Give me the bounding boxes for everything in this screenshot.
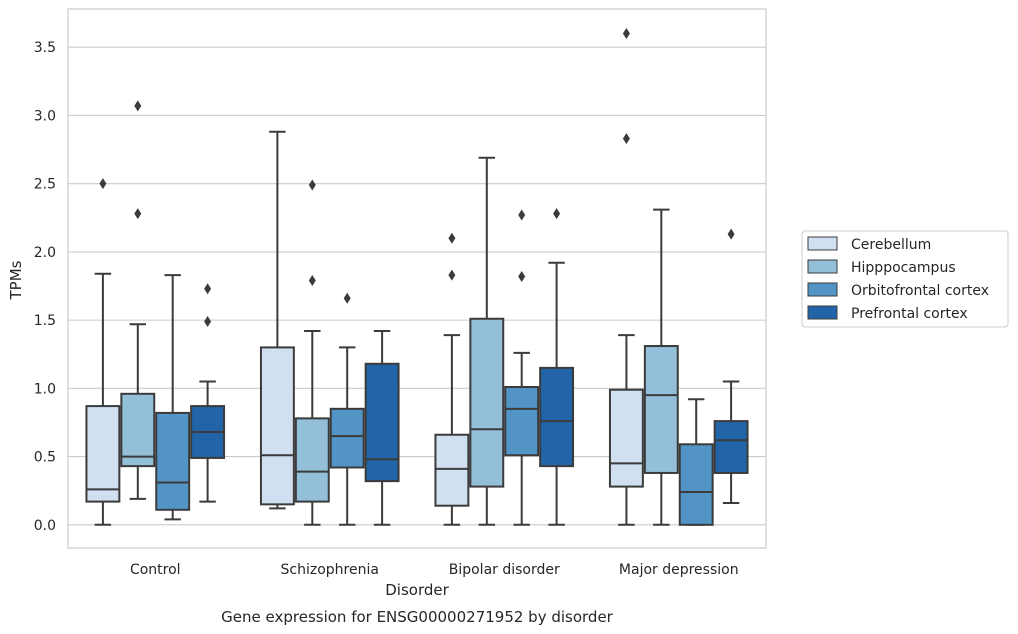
x-axis-ticks: Control Schizophrenia Bipolar disorder Majo… — [130, 562, 739, 578]
box-iqr — [504, 385, 540, 457]
outlier-point — [448, 232, 456, 244]
outlier-point — [308, 179, 316, 191]
legend: Cerebellum Hipppocampus Orbitofrontal cort… — [801, 230, 1009, 328]
outlier-point — [134, 208, 142, 220]
outlier-point — [622, 133, 630, 145]
y-axis-label: TPMs — [7, 260, 25, 300]
y-tick-label: 1.0 — [34, 381, 56, 397]
chart-caption: Gene expression for ENSG00000271952 by d… — [221, 608, 614, 626]
box-iqr — [608, 388, 644, 488]
box-iqr — [329, 407, 365, 469]
y-tick-label: 1.5 — [34, 313, 56, 329]
plot-frame — [67, 8, 767, 549]
box-iqr — [713, 420, 749, 474]
outlier-point — [308, 275, 316, 287]
outlier-point — [518, 209, 526, 221]
outlier-point — [727, 228, 735, 240]
outlier-point — [622, 28, 630, 40]
legend-label: Orbitofrontal cortex — [851, 283, 989, 299]
box-iqr — [120, 392, 156, 468]
box-iqr — [643, 345, 679, 474]
box-orbitofrontal-cortex — [678, 398, 714, 526]
x-tick-label: Major depression — [619, 562, 739, 578]
box-hipppocampus — [643, 208, 679, 526]
box-cerebellum — [85, 178, 121, 526]
box-prefrontal-cortex — [539, 208, 575, 526]
box-iqr — [678, 443, 714, 526]
outlier-point — [204, 283, 212, 295]
box-iqr — [364, 362, 400, 483]
box-iqr — [85, 405, 121, 503]
box-cerebellum — [434, 232, 470, 526]
y-tick-label: 2.0 — [34, 245, 56, 261]
box-orbitofrontal-cortex — [155, 274, 191, 521]
box-cerebellum — [608, 28, 644, 526]
box-iqr — [469, 317, 505, 488]
box-iqr — [539, 366, 575, 468]
box-hipppocampus — [120, 100, 156, 500]
box-prefrontal-cortex — [713, 228, 749, 504]
y-tick-label: 0.5 — [34, 450, 56, 466]
legend-swatch — [807, 282, 838, 297]
box-iqr — [434, 433, 470, 507]
x-axis-label: Disorder — [385, 581, 449, 599]
legend-label: Hipppocampus — [851, 260, 956, 276]
outlier-point — [448, 269, 456, 281]
legend-label: Cerebellum — [851, 237, 931, 253]
x-tick-label: Schizophrenia — [281, 562, 379, 578]
box-prefrontal-cortex — [364, 330, 400, 526]
box-groups — [85, 28, 749, 526]
y-axis-ticks: 0.0 0.5 1.0 1.5 2.0 2.5 3.0 3.5 — [34, 40, 56, 534]
legend-swatch — [807, 236, 838, 251]
box-iqr — [155, 411, 191, 511]
outlier-point — [553, 208, 561, 220]
outlier-point — [204, 315, 212, 327]
y-tick-label: 2.5 — [34, 177, 56, 193]
outlier-point — [134, 100, 142, 112]
box-orbitofrontal-cortex — [504, 209, 540, 526]
x-tick-label: Bipolar disorder — [449, 562, 560, 578]
box-orbitofrontal-cortex — [329, 292, 365, 526]
outlier-point — [518, 270, 526, 282]
y-tick-label: 0.0 — [34, 518, 56, 534]
box-cerebellum — [259, 130, 295, 510]
legend-frame — [801, 230, 1009, 328]
x-tick-label: Control — [130, 562, 181, 578]
legend-swatch — [807, 305, 838, 320]
legend-swatch — [807, 259, 838, 274]
box-iqr — [259, 346, 295, 506]
outlier-point — [343, 292, 351, 304]
box-hipppocampus — [469, 156, 505, 526]
y-tick-label: 3.0 — [34, 108, 56, 124]
box-prefrontal-cortex — [190, 283, 226, 503]
outlier-point — [99, 178, 107, 190]
box-iqr — [294, 417, 330, 503]
box-hipppocampus — [294, 179, 330, 526]
y-tick-label: 3.5 — [34, 40, 56, 56]
legend-label: Prefrontal cortex — [851, 306, 968, 322]
